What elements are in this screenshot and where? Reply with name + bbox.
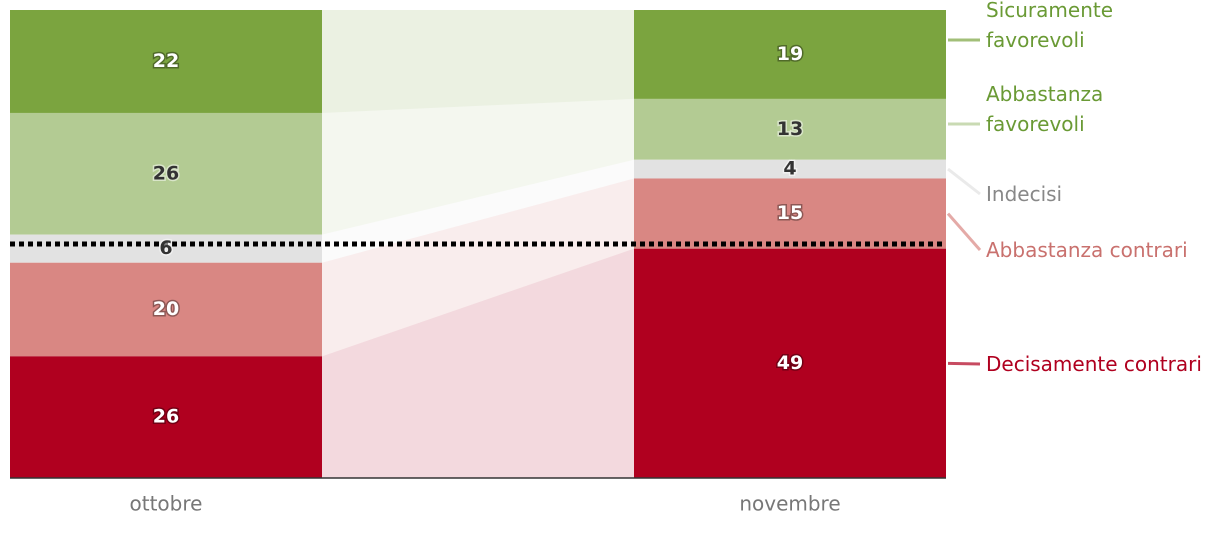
bar-segment: [10, 234, 322, 263]
legend-entry: Abbastanza contrari: [986, 238, 1188, 262]
legend-connector: [946, 212, 982, 251]
legend-entry: Sicuramente favorevoli: [986, 0, 1114, 52]
legend-connector: [947, 361, 981, 366]
bar-segment: [634, 248, 946, 478]
bar-segment: [10, 112, 322, 235]
value-label: 6: [159, 237, 172, 259]
bar-segment: [634, 98, 946, 160]
bar-segment: [634, 10, 946, 99]
legend-connector: [947, 167, 981, 196]
bar-segment: [10, 10, 322, 113]
value-label: 49: [777, 352, 803, 374]
flow: [322, 10, 634, 113]
value-label: 26: [153, 406, 179, 428]
bar-segment: [10, 262, 322, 357]
legend-entry: Decisamente contrari: [986, 352, 1202, 376]
legend-entry: Abbastanza favorevoli: [986, 82, 1104, 136]
bar-segment: [634, 178, 946, 249]
bar-segment: [10, 356, 322, 478]
value-label: 15: [777, 202, 803, 224]
flow: [322, 159, 634, 263]
x-tick-label: ottobre: [130, 492, 203, 516]
value-label: 19: [777, 43, 803, 65]
value-label: 22: [153, 50, 179, 72]
value-label: 26: [153, 162, 179, 184]
x-tick-label: novembre: [739, 492, 840, 516]
value-label: 20: [153, 298, 179, 320]
flow: [322, 178, 634, 357]
legend-entry: Indecisi: [986, 182, 1063, 206]
value-label: 4: [783, 158, 796, 180]
bar-segment: [634, 159, 946, 179]
flow: [322, 98, 634, 235]
flow: [322, 248, 634, 478]
value-label: 13: [777, 118, 803, 140]
